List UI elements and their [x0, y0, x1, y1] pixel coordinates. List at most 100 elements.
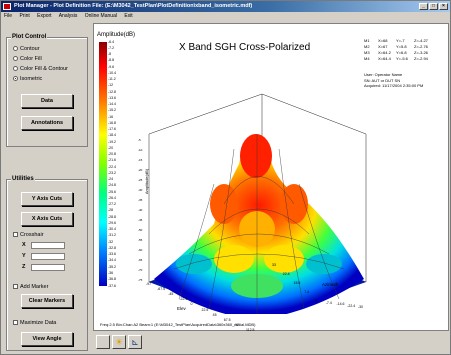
surface-lobe-front-right — [264, 245, 304, 273]
z-axis-label: Amplitude(dB) — [144, 168, 150, 195]
isometric-surface-plot[interactable] — [114, 54, 374, 314]
z-axis-tick: -40 — [138, 208, 143, 212]
z-axis-tick: -65 — [138, 258, 143, 262]
utilities-title: Utilities — [11, 176, 35, 182]
clear-markers-button[interactable]: Clear Markers — [21, 294, 73, 308]
radio-isometric-label: Isometric — [20, 76, 43, 82]
marker-row: M3 X=64.2 Y=6.8 Z=-3.26 — [364, 50, 432, 56]
colorbar-tick: -8 — [108, 52, 112, 56]
surface-sidelobe-left — [176, 254, 212, 274]
colorbar-tick: -32 — [108, 239, 114, 244]
elev-tick: 97 — [234, 322, 239, 327]
add-marker-checkbox[interactable]: Add Marker — [13, 284, 48, 291]
z-axis-tick: -5 — [138, 138, 141, 142]
marker-readout: M1 X=68 Y=-7 Z=-4.27 M2 X=67 Y=5.8 Z=-2.76 M3 X=6… — [364, 38, 432, 62]
colorbar-tick: -36 — [108, 270, 114, 275]
colorbar-tick: -19.2 — [108, 139, 116, 144]
colorbar-tick: -7.2 — [108, 45, 115, 50]
z-axis-tick: -15 — [138, 158, 143, 162]
amplitude-label: Amplitude(dB) — [97, 32, 136, 38]
surface-lobe-front-left — [214, 245, 254, 273]
blank-tool-icon[interactable] — [96, 335, 110, 349]
azimuth-tick: -22.4 — [347, 303, 356, 308]
colorbar-tick: -17.6 — [108, 127, 116, 132]
elev-tick: -22.5 — [179, 297, 188, 302]
plot-area[interactable]: Amplitude(dB) X Band SGH Cross-Polarized… — [93, 23, 449, 332]
x-axis-cuts-button[interactable]: X Axis Cuts — [21, 212, 73, 226]
plot-control-group: Plot Control Contour Color Fill Color Fi… — [6, 34, 88, 147]
surface-mesh — [173, 134, 345, 314]
bottom-toolbar: ☀ ⊾ — [96, 334, 156, 352]
marker-z: Z=-2.76 — [414, 44, 428, 49]
maximize-data-checkbox[interactable]: Maximize Data — [13, 320, 56, 327]
colorbar-tick: -16.8 — [108, 120, 116, 125]
z-axis-tick: -10 — [138, 148, 143, 152]
sun-icon[interactable]: ☀ — [112, 335, 126, 349]
z-field[interactable] — [31, 264, 65, 271]
marker-y: Y=-7 — [396, 38, 405, 43]
azimuth-label: Azimuth — [322, 282, 339, 287]
title-bar: Plot Manager - Plot Definition File: (E:… — [1, 1, 450, 12]
menu-file[interactable]: File — [4, 13, 13, 19]
radio-color-fill[interactable]: Color Fill — [13, 56, 42, 63]
colorbar-tick: -6.4 — [108, 39, 115, 44]
elev-tick: 67.5 — [223, 317, 231, 322]
add-marker-label: Add Marker — [20, 284, 49, 290]
marker-row: M4 X=64.4 Y=-5.6 Z=-2.94 — [364, 56, 432, 62]
colorbar-tick: -22.4 — [108, 164, 116, 169]
y-field[interactable] — [31, 253, 65, 260]
maximize-button[interactable]: □ — [429, 3, 438, 10]
elev-tick: 45 — [212, 312, 217, 317]
data-source-footer: Freq:2.5 Bin:Chan A2 Beam:1 (E:\M3042_Te… — [100, 322, 256, 327]
marker-id: M4 — [364, 56, 370, 61]
close-button[interactable]: × — [439, 3, 448, 10]
marker-z: Z=-4.27 — [414, 38, 428, 43]
view-angle-button[interactable]: View Angle — [21, 332, 73, 346]
colorbar-tick: -34.4 — [108, 258, 116, 263]
menu-analysis[interactable]: Analysis — [58, 13, 78, 19]
azimuth-tick: -30 — [358, 305, 364, 309]
colorbar — [99, 42, 107, 286]
z-axis-tick: -60 — [138, 248, 143, 252]
x-field-label: X — [22, 242, 26, 248]
colorbar-tick: -30.4 — [108, 227, 116, 232]
app-icon — [3, 3, 11, 10]
y-axis-cuts-button[interactable]: Y Axis Cuts — [21, 192, 73, 206]
menu-exit[interactable]: Exit — [124, 13, 133, 19]
radio-contour-label: Contour — [20, 46, 40, 52]
plot-title: X Band SGH Cross-Polarized — [179, 42, 311, 53]
radio-isometric[interactable]: Isometric — [13, 76, 42, 83]
colorbar-tick: -15.2 — [108, 108, 116, 113]
crosshair-label: Crosshair — [20, 232, 44, 238]
window-title: Plot Manager - Plot Definition File: (E:… — [14, 3, 253, 9]
surface-peak — [240, 134, 272, 178]
z-field-label: Z — [22, 264, 26, 270]
colorbar-tick: -24.8 — [108, 183, 116, 188]
menu-export[interactable]: Export — [37, 13, 52, 19]
z-axis-tick: -20 — [138, 168, 143, 172]
annotations-button[interactable]: Annotations — [21, 116, 73, 130]
azimuth-tick: -7.4 — [325, 300, 332, 305]
elev-tick: 112.5 — [246, 328, 255, 332]
elev-tick: -97 — [146, 282, 152, 286]
colorbar-tick: -12.8 — [108, 89, 116, 94]
left-panel: Plot Control Contour Color Fill Color Fi… — [3, 23, 91, 354]
elev-tick: 0 — [190, 302, 193, 307]
data-button[interactable]: Data — [21, 94, 73, 108]
crosshair-checkbox[interactable]: Crosshair — [13, 232, 44, 239]
x-field[interactable] — [31, 242, 65, 249]
menu-online-manual[interactable]: Online Manual — [84, 13, 117, 19]
radio-color-fill-contour[interactable]: Color Fill & Contour — [13, 66, 68, 73]
menu-print[interactable]: Print — [19, 13, 30, 19]
z-axis-tick: -30 — [138, 188, 143, 192]
colorbar-tick: -31.2 — [108, 233, 116, 238]
marker-row: M2 X=67 Y=5.8 Z=-2.76 — [364, 44, 432, 50]
colorbar-tick: -18.4 — [108, 133, 116, 138]
minimize-button[interactable]: _ — [419, 3, 428, 10]
azimuth-tick: 15.6 — [293, 281, 301, 285]
radio-contour[interactable]: Contour — [13, 46, 40, 53]
z-axis-tick: -75 — [138, 278, 143, 282]
axes-icon[interactable]: ⊾ — [128, 335, 142, 349]
colorbar-tick: -23.2 — [108, 170, 116, 175]
colorbar-tick: -25.6 — [108, 189, 116, 194]
